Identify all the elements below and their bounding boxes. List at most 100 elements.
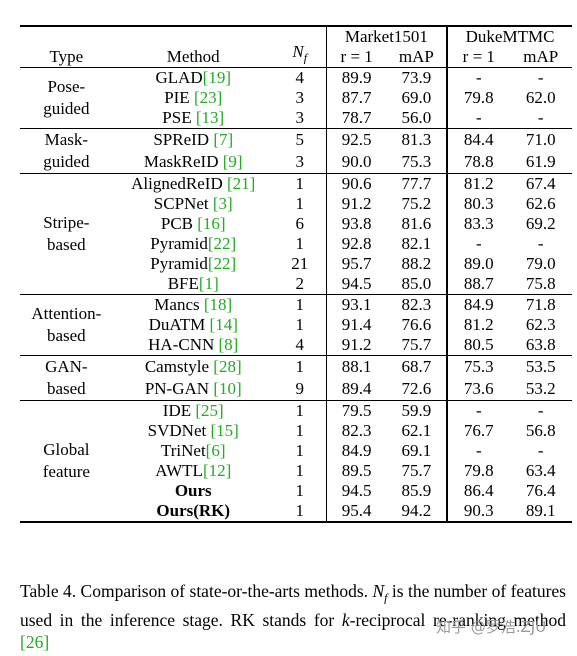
method-cell: MaskReID [9]: [113, 151, 274, 174]
duke-rank1-cell: 81.2: [446, 173, 510, 194]
market-map-cell: 85.9: [401, 481, 432, 500]
citation-link[interactable]: [23]: [193, 88, 223, 107]
citation-link[interactable]: [16]: [197, 214, 226, 233]
nf-cell: 1: [295, 174, 305, 193]
method-cell: PCB [16]: [113, 214, 274, 234]
duke-rank1-cell: 86.4: [446, 481, 510, 501]
citation-link[interactable]: [22]: [207, 234, 237, 253]
method-name: IDE: [162, 401, 192, 420]
method-name: Pyramid: [150, 234, 208, 253]
citation-link[interactable]: [1]: [198, 274, 219, 293]
duke-map-cell: -: [537, 108, 544, 127]
method-name: PSE: [162, 108, 192, 127]
method-name: GLAD: [155, 68, 203, 87]
nf-cell: 4: [295, 335, 305, 354]
method-name: DuATM: [148, 315, 206, 334]
nf-cell: 2: [295, 274, 305, 293]
market-rank1-cell: 94.5: [325, 481, 387, 501]
duke-rank1-cell: 78.8: [446, 151, 510, 174]
citation-link[interactable]: [19]: [202, 68, 231, 87]
duke-map-cell: -: [537, 401, 544, 420]
citation-link[interactable]: [12]: [202, 461, 232, 480]
nf-cell: 5: [295, 130, 305, 149]
nf-cell: 6: [295, 214, 305, 233]
table-row: GAN-based Camstyle [28] 1 88.1 68.7 75.3 53.5: [20, 355, 572, 398]
citation-link[interactable]: [18]: [203, 295, 233, 314]
citation-link[interactable]: [7]: [213, 130, 234, 149]
method-cell: Mancs [18]: [113, 295, 274, 316]
nf-cell: 1: [295, 421, 305, 440]
header-dukemtmc: DukeMTMC: [446, 26, 572, 47]
method-cell: Camstyle [28]: [113, 356, 274, 379]
table-row: SVDNet [15] 1 82.3 62.1 76.7 56.8: [20, 421, 572, 441]
market-rank1-cell: 94.5: [325, 274, 387, 295]
citation-link[interactable]: [14]: [209, 315, 238, 334]
method-cell: Ours(RK): [113, 501, 274, 522]
method-cell: SCPNet [3]: [113, 194, 274, 214]
citation-link[interactable]: [21]: [226, 174, 256, 193]
market-map-cell: 72.6: [401, 379, 432, 398]
duke-map-cell: 76.4: [525, 481, 556, 500]
market-rank1-cell: 93.8: [325, 214, 387, 234]
market-map-cell: 76.6: [401, 315, 432, 334]
nf-cell: 9: [295, 379, 305, 398]
citation-link[interactable]: [10]: [213, 379, 242, 398]
duke-rank1-cell: 90.3: [446, 501, 510, 522]
market-map-cell: 75.7: [401, 461, 432, 480]
nf-cell: 1: [295, 357, 305, 376]
duke-map-cell: -: [537, 234, 544, 253]
duke-map-cell: 62.3: [525, 315, 556, 334]
citation-link[interactable]: [25]: [195, 401, 224, 420]
method-name: PIE: [164, 88, 190, 107]
duke-rank1-cell: 80.3: [446, 194, 510, 214]
type-label: Attention-: [31, 304, 102, 323]
citation-link[interactable]: [15]: [210, 421, 239, 440]
caption-citation[interactable]: [26]: [20, 631, 50, 652]
duke-map-cell: 79.0: [525, 254, 556, 273]
duke-rank1-cell: 79.8: [446, 461, 510, 481]
citation-link[interactable]: [3]: [212, 194, 233, 213]
citation-link[interactable]: [28]: [213, 357, 242, 376]
market-map-cell: 81.3: [401, 130, 432, 149]
citation-link[interactable]: [9]: [222, 152, 243, 171]
type-label: feature: [42, 462, 90, 481]
duke-rank1-cell: -: [446, 441, 510, 461]
method-name: Ours(RK): [156, 501, 231, 520]
citation-link[interactable]: [22]: [207, 254, 237, 273]
header-nf: Nf: [292, 41, 308, 64]
market-rank1-cell: 87.7: [325, 88, 387, 108]
duke-map-cell: 71.0: [525, 130, 556, 149]
duke-map-cell: 67.4: [525, 174, 556, 193]
method-name: BFE: [167, 274, 199, 293]
duke-rank1-cell: 75.3: [446, 355, 510, 378]
market-rank1-cell: 91.4: [325, 315, 387, 335]
market-rank1-cell: 88.1: [325, 355, 387, 378]
type-label: based: [46, 326, 86, 345]
results-table: Type Method Nf Market1501 DukeMTMC r = 1…: [20, 25, 572, 523]
type-label: Pose-: [47, 77, 86, 96]
method-name: PCB: [160, 214, 194, 233]
header-method: Method: [166, 47, 220, 66]
type-cell: Mask-guided: [20, 129, 113, 174]
method-name: Camstyle: [144, 357, 210, 376]
type-label: Stripe-: [43, 213, 90, 232]
market-map-cell: 82.1: [401, 234, 432, 253]
nf-cell: 21: [291, 254, 309, 273]
market-rank1-cell: 93.1: [325, 294, 387, 315]
market-rank1-cell: 95.4: [325, 501, 387, 522]
nf-cell: 1: [295, 315, 305, 334]
duke-map-cell: 89.1: [525, 501, 556, 520]
citation-link[interactable]: [6]: [205, 441, 226, 460]
duke-map-cell: 69.2: [525, 214, 556, 233]
type-label: guided: [43, 99, 90, 118]
duke-map-cell: 53.5: [525, 357, 556, 376]
citation-link[interactable]: [8]: [218, 335, 239, 354]
header-market-map: mAP: [398, 47, 434, 66]
table-row: Pyramid[22] 1 92.8 82.1- -: [20, 234, 572, 254]
header-type: Type: [49, 47, 84, 66]
duke-rank1-cell: 84.4: [446, 128, 510, 151]
citation-link[interactable]: [13]: [195, 108, 225, 127]
table-row: Ours 1 94.5 85.9 86.4 76.4: [20, 481, 572, 501]
duke-rank1-cell: 83.3: [446, 214, 510, 234]
nf-cell: 1: [295, 461, 305, 480]
